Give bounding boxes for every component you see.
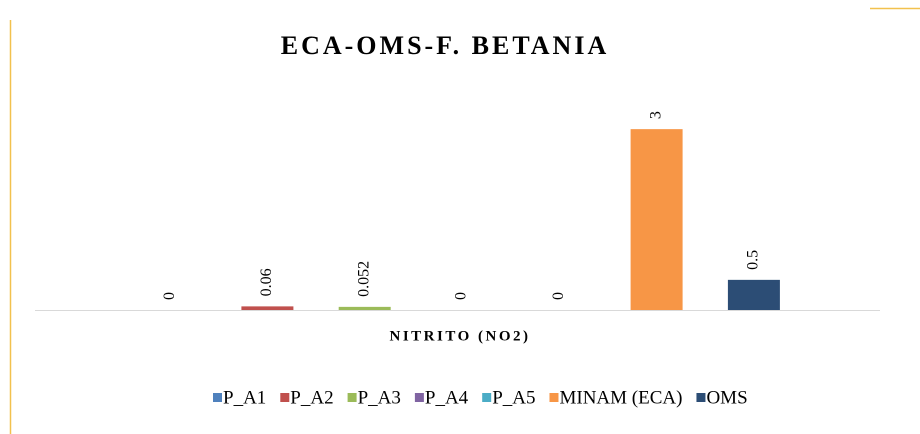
data-label: 0 — [550, 292, 567, 300]
legend-label: MINAM (ECA) — [559, 387, 682, 408]
data-label: 0 — [161, 292, 178, 300]
legend-label: P_A2 — [290, 387, 333, 408]
legend-swatch — [280, 393, 290, 402]
bar — [630, 129, 683, 310]
data-label: 0.052 — [355, 261, 372, 297]
data-label: 3 — [647, 111, 664, 119]
data-label: 0.06 — [258, 268, 275, 296]
bar — [727, 279, 780, 310]
legend-label: P_A4 — [425, 387, 469, 408]
legend-swatch — [696, 393, 706, 402]
legend-swatch — [347, 393, 357, 402]
data-label: 0 — [453, 292, 470, 300]
chart-title: ECA-OMS-F. BETANIA — [281, 31, 609, 60]
legend-swatch — [414, 393, 424, 402]
legend-swatch — [482, 393, 492, 402]
x-axis-label: NITRITO (NO2) — [390, 328, 531, 344]
data-label: 0.5 — [745, 250, 762, 270]
legend-label: P_A1 — [223, 387, 266, 408]
bar — [338, 306, 391, 310]
bar — [241, 306, 294, 310]
legend-swatch — [549, 393, 559, 402]
legend-label: P_A5 — [492, 387, 535, 408]
legend-label: P_A3 — [358, 387, 401, 408]
legend-label: OMS — [706, 387, 747, 408]
legend-swatch — [213, 393, 222, 402]
